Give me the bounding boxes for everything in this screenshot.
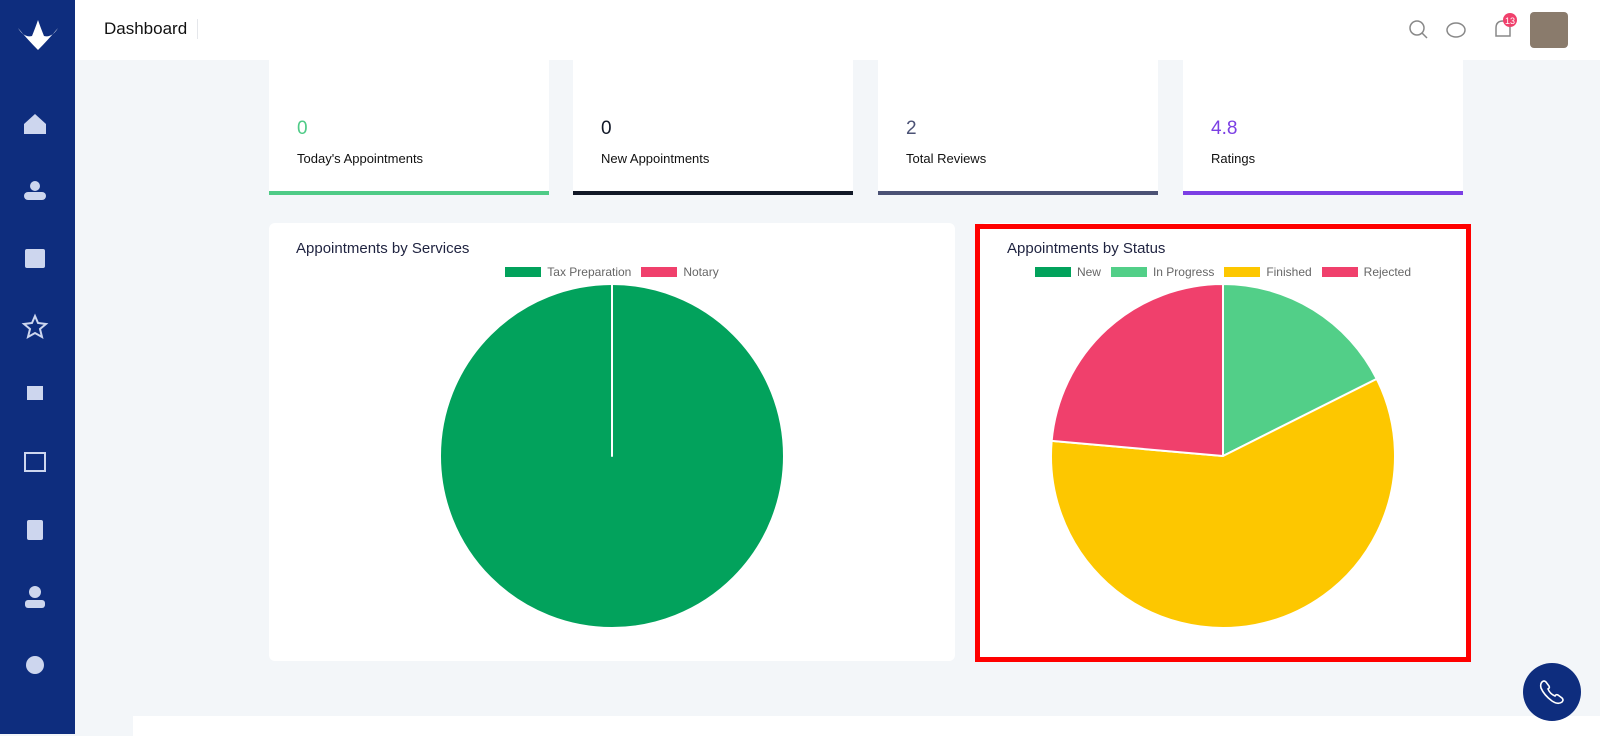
stat-value: 2	[906, 118, 917, 139]
legend-item: Notary	[641, 265, 719, 279]
badge-count: 13	[1505, 16, 1515, 26]
legend-label: Notary	[683, 265, 719, 279]
stat-card: 4.8 Ratings	[1183, 60, 1463, 195]
legend: Tax Preparation Notary	[269, 265, 955, 279]
stat-card: 0 New Appointments	[573, 60, 853, 195]
sidebar	[0, 0, 75, 734]
page-title: Dashboard	[104, 19, 199, 39]
chart-panel: Appointments by Services Tax Preparation N…	[269, 223, 955, 661]
chart-panel: Appointments by Status New In Progress Fini…	[980, 223, 1466, 661]
call-button-bg	[1523, 663, 1581, 721]
legend-label: In Progress	[1152, 265, 1215, 279]
top-bar: Dashboard 13	[75, 0, 1600, 60]
search-icon[interactable]	[1409, 20, 1425, 36]
legend-item: New	[1034, 265, 1101, 279]
stat-label: Today's Appointments	[297, 151, 424, 166]
stat-label: Ratings	[1211, 151, 1256, 166]
stat-value: 4.8	[1211, 118, 1238, 139]
legend-swatch	[505, 267, 542, 277]
legend-swatch	[1224, 267, 1261, 277]
call-button[interactable]	[1522, 662, 1582, 722]
logo[interactable]	[18, 20, 58, 50]
legend-swatch	[641, 267, 678, 277]
stat-label: Total Reviews	[906, 151, 987, 166]
calendar-icon[interactable]	[25, 249, 45, 268]
avatar[interactable]	[1530, 12, 1568, 48]
chart-title: Appointments by Services	[296, 240, 470, 257]
legend-swatch	[1110, 267, 1147, 277]
legend-swatch	[1321, 267, 1358, 277]
pie-slice	[1222, 283, 1378, 457]
stat-value: 0	[297, 118, 308, 139]
profile-icon-body	[25, 600, 45, 608]
settings-icon[interactable]	[26, 656, 44, 674]
users-icon[interactable]	[30, 181, 40, 191]
doc-icon[interactable]	[27, 520, 43, 540]
pie-slice	[1050, 377, 1396, 629]
legend-item: Finished	[1224, 265, 1312, 279]
chart-title: Appointments by Status	[1007, 240, 1166, 257]
profile-icon[interactable]	[29, 586, 41, 598]
home-icon[interactable]	[24, 114, 46, 134]
pie-chart	[1050, 283, 1396, 629]
search-icon-handle	[1421, 32, 1428, 39]
stat-value: 0	[601, 118, 612, 139]
highlight-box	[975, 224, 1471, 662]
chat-icon[interactable]	[1446, 22, 1466, 38]
pie-slice	[1050, 283, 1224, 457]
legend-label: Finished	[1266, 265, 1312, 279]
stat-card: 2 Total Reviews	[878, 60, 1158, 195]
board-icon[interactable]	[24, 452, 46, 472]
legend: New In Progress Finished Rejected	[980, 265, 1466, 279]
legend-item: In Progress	[1110, 265, 1215, 279]
phone-icon	[1539, 680, 1564, 705]
box-icon[interactable]	[27, 386, 43, 400]
legend-item: Tax Preparation	[505, 265, 631, 279]
legend-label: Tax Preparation	[547, 265, 632, 279]
star-icon[interactable]	[21, 313, 49, 340]
users-icon-body	[24, 192, 46, 200]
legend-swatch	[1034, 267, 1071, 277]
legend-label: New	[1076, 265, 1101, 279]
top-icons: 13	[1409, 12, 1568, 48]
legend-item: Rejected	[1321, 265, 1412, 279]
legend-label: Rejected	[1363, 265, 1412, 279]
pie-chart	[439, 283, 785, 629]
sidebar-icons	[18, 20, 58, 674]
badge	[1503, 13, 1517, 27]
bottom-panel	[133, 716, 1600, 736]
stat-label: New Appointments	[601, 151, 710, 166]
stat-card: 0 Today's Appointments	[269, 60, 549, 195]
